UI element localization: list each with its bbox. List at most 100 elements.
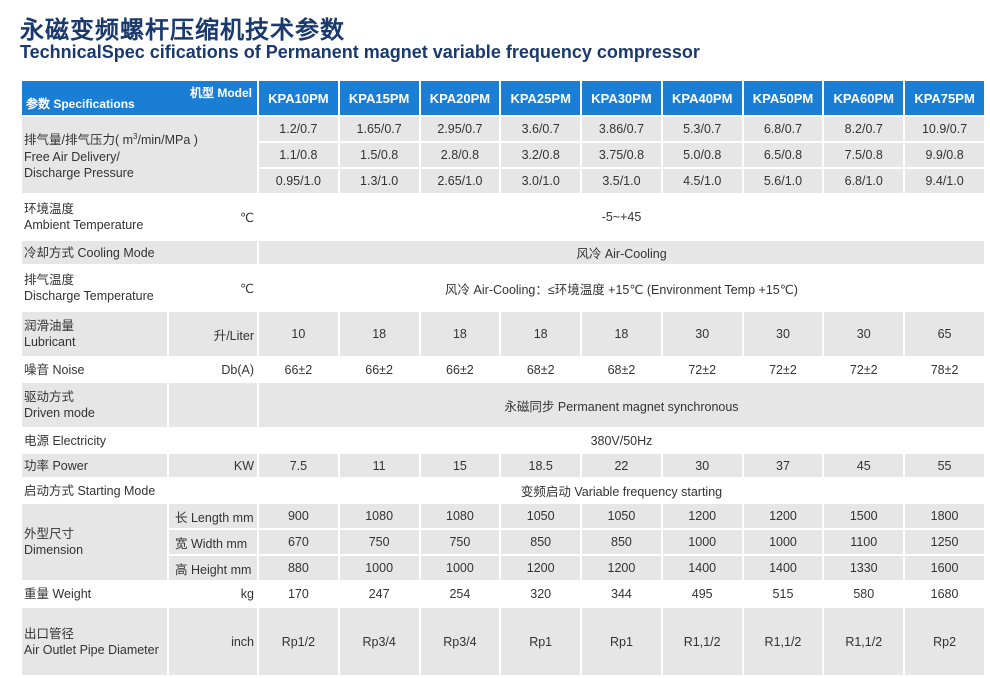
free-air-cell: 1.2/0.7 (259, 117, 338, 141)
free-air-cell: 9.9/0.8 (905, 143, 984, 167)
dimension-cell: 1000 (420, 556, 500, 580)
free-air-row: 0.95/1.0 1.3/1.0 2.65/1.0 3.0/1.0 3.5/1.… (22, 169, 984, 193)
lubricant-cell: 30 (824, 312, 904, 356)
free-air-cell: 3.2/0.8 (501, 143, 581, 167)
lubricant-cell: 30 (743, 312, 823, 356)
power-row: 功率 Power KW 7.5 11 15 18.5 22 30 37 45 5… (22, 454, 984, 477)
spec-label: 参数 Specifications (26, 97, 135, 111)
discharge-temp-value: 风冷 Air-Cooling：≤环境温度 +15℃ (Environment T… (259, 266, 984, 310)
dimension-cell: 750 (420, 530, 500, 554)
weight-cell: 515 (743, 582, 823, 606)
noise-cell: 68±2 (582, 358, 661, 381)
dimension-cell: 1000 (339, 556, 419, 580)
noise-row: 噪音 Noise Db(A) 66±2 66±2 66±2 68±2 68±2 … (22, 358, 984, 381)
free-air-cell: 4.5/1.0 (662, 169, 742, 193)
model-header: KPA10PM (259, 81, 338, 115)
free-air-cell: 2.95/0.7 (420, 117, 500, 141)
lubricant-unit: 升/Liter (169, 312, 257, 356)
noise-unit: Db(A) (169, 358, 257, 381)
page-title-en: TechnicalSpec cifications of Permanent m… (20, 42, 700, 62)
dimension-cell: 1200 (743, 504, 823, 528)
free-air-row: 排气量/排气压力( m3/min/MPa ) Free Air Delivery… (22, 117, 984, 193)
weight-cell: 320 (501, 582, 581, 606)
outlet-unit: inch (169, 608, 257, 675)
power-unit: KW (169, 454, 257, 477)
free-air-cell: 3.6/0.7 (501, 117, 581, 141)
power-label: 功率 Power (22, 454, 167, 477)
ambient-unit: ℃ (169, 195, 257, 239)
dimension-cell: 900 (259, 504, 338, 528)
outlet-cell: Rp1 (582, 608, 661, 675)
weight-unit: kg (169, 582, 257, 606)
model-header: KPA75PM (905, 81, 984, 115)
discharge-temp-unit: ℃ (169, 266, 257, 310)
dimension-cell: 1250 (905, 530, 984, 554)
dimension-cell: 1000 (662, 530, 742, 554)
spec-table: 机型 Model 参数 Specifications KPA10PM KPA15… (20, 79, 986, 677)
dimension-cell: 1200 (662, 504, 742, 528)
dimension-cell: 1080 (339, 504, 419, 528)
dimension-cell: 1100 (824, 530, 904, 554)
dimension-cell: 1200 (501, 556, 581, 580)
lubricant-cell: 18 (501, 312, 581, 356)
header-label-cell: 机型 Model 参数 Specifications (22, 81, 257, 115)
driven-row: 驱动方式 Driven mode 永磁同步 Permanent magnet s… (22, 383, 984, 427)
power-cell: 55 (905, 454, 984, 477)
weight-cell: 495 (662, 582, 742, 606)
free-air-cell: 7.5/0.8 (824, 143, 904, 167)
dimension-cell: 1000 (743, 530, 823, 554)
dimension-cell: 750 (339, 530, 419, 554)
power-cell: 18.5 (501, 454, 581, 477)
dimension-cell: 1050 (501, 504, 581, 528)
dimension-key: 宽 Width mm (169, 530, 257, 554)
lubricant-cell: 30 (662, 312, 742, 356)
electricity-label: 电源 Electricity (22, 429, 257, 452)
free-air-cell: 6.8/1.0 (824, 169, 904, 193)
noise-cell: 66±2 (339, 358, 419, 381)
free-air-cell: 1.3/1.0 (339, 169, 419, 193)
noise-cell: 66±2 (420, 358, 500, 381)
outlet-row: 出口管径 Air Outlet Pipe Diameter inch Rp1/2… (22, 608, 984, 675)
model-header: KPA15PM (339, 81, 419, 115)
free-air-cell: 10.9/0.7 (905, 117, 984, 141)
ambient-row: 环境温度 Ambient Temperature ℃ -5~+45 (22, 195, 984, 239)
power-cell: 11 (339, 454, 419, 477)
free-air-cell: 5.0/0.8 (662, 143, 742, 167)
noise-cell: 72±2 (743, 358, 823, 381)
dimension-cell: 1400 (662, 556, 742, 580)
dimension-key: 高 Height mm (169, 556, 257, 580)
outlet-cell: Rp2 (905, 608, 984, 675)
dimension-row: 高 Height mm 880 1000 1000 1200 1200 1400… (22, 556, 984, 580)
lubricant-label: 润滑油量 Lubricant (22, 312, 167, 356)
dimension-cell: 850 (501, 530, 581, 554)
dimension-key: 长 Length mm (169, 504, 257, 528)
power-cell: 37 (743, 454, 823, 477)
weight-cell: 247 (339, 582, 419, 606)
dimension-cell: 880 (259, 556, 338, 580)
ambient-label: 环境温度 Ambient Temperature (22, 195, 167, 239)
page-title-cn: 永磁变频螺杆压缩机技术参数 (20, 17, 345, 44)
noise-cell: 78±2 (905, 358, 984, 381)
dimension-row: 外型尺寸 Dimension 长 Length mm 900 1080 1080… (22, 504, 984, 580)
outlet-cell: Rp1/2 (259, 608, 338, 675)
starting-label: 启动方式 Starting Mode (22, 479, 257, 502)
header-row: 机型 Model 参数 Specifications KPA10PM KPA15… (22, 81, 984, 115)
free-air-label: 排气量/排气压力( m3/min/MPa ) Free Air Delivery… (22, 117, 257, 193)
starting-row: 启动方式 Starting Mode 变频启动 Variable frequen… (22, 479, 984, 502)
outlet-label: 出口管径 Air Outlet Pipe Diameter (22, 608, 167, 675)
outlet-cell: Rp1 (501, 608, 581, 675)
noise-cell: 66±2 (259, 358, 338, 381)
electricity-value: 380V/50Hz (259, 429, 984, 452)
weight-cell: 1680 (905, 582, 984, 606)
free-air-cell: 1.1/0.8 (259, 143, 338, 167)
dimension-cell: 850 (582, 530, 661, 554)
dimension-cell: 1050 (582, 504, 661, 528)
electricity-row: 电源 Electricity 380V/50Hz (22, 429, 984, 452)
free-air-cell: 2.65/1.0 (420, 169, 500, 193)
ambient-value: -5~+45 (259, 195, 984, 239)
weight-cell: 170 (259, 582, 338, 606)
model-header: KPA40PM (662, 81, 742, 115)
lubricant-row: 润滑油量 Lubricant 升/Liter 10 18 18 18 18 30… (22, 312, 984, 356)
model-header: KPA60PM (824, 81, 904, 115)
power-cell: 15 (420, 454, 500, 477)
